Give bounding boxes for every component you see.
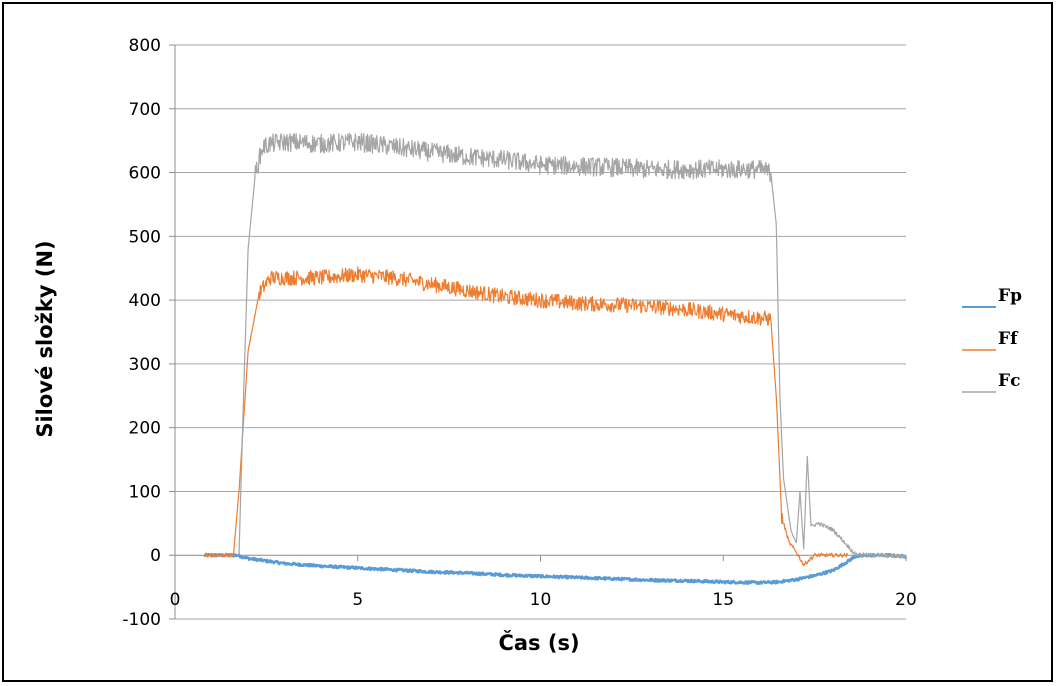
y-tick-label-600: 600 bbox=[129, 164, 161, 184]
x-tick-label-0: 0 bbox=[170, 590, 181, 610]
y-axis-title: Silové složky (N) bbox=[33, 240, 57, 437]
legend: Fp Ff Fc bbox=[962, 286, 1022, 393]
axes bbox=[169, 44, 907, 620]
series-line-ff bbox=[204, 266, 849, 567]
x-tick-label-5: 5 bbox=[352, 590, 363, 610]
x-axis-title: Čas (s) bbox=[498, 630, 579, 655]
chart-svg: -100 0 100 200 300 400 500 600 700 800 0 5 10 15 20 Ča… bbox=[33, 36, 1022, 655]
x-tick-label-15: 15 bbox=[712, 590, 734, 610]
legend-label-ff: Ff bbox=[998, 329, 1019, 349]
tick-labels: -100 0 100 200 300 400 500 600 700 800 0 5 10 15 20 bbox=[122, 36, 916, 630]
x-tick-label-10: 10 bbox=[530, 590, 552, 610]
series-line-fp bbox=[203, 552, 908, 585]
series-line-fc bbox=[238, 132, 907, 559]
legend-label-fc: Fc bbox=[998, 371, 1020, 391]
y-tick-label--100: -100 bbox=[122, 610, 161, 630]
y-tick-label-400: 400 bbox=[129, 291, 161, 311]
y-tick-label-0: 0 bbox=[150, 546, 161, 566]
y-tick-label-100: 100 bbox=[129, 482, 161, 502]
y-tick-label-700: 700 bbox=[129, 100, 161, 120]
legend-label-fp: Fp bbox=[998, 286, 1022, 306]
y-tick-label-300: 300 bbox=[129, 355, 161, 375]
gridlines bbox=[175, 44, 906, 620]
y-tick-label-200: 200 bbox=[129, 419, 161, 439]
x-tick-label-20: 20 bbox=[895, 590, 917, 610]
y-tick-label-800: 800 bbox=[129, 36, 161, 56]
series-lines bbox=[203, 132, 908, 585]
y-tick-label-500: 500 bbox=[129, 227, 161, 247]
